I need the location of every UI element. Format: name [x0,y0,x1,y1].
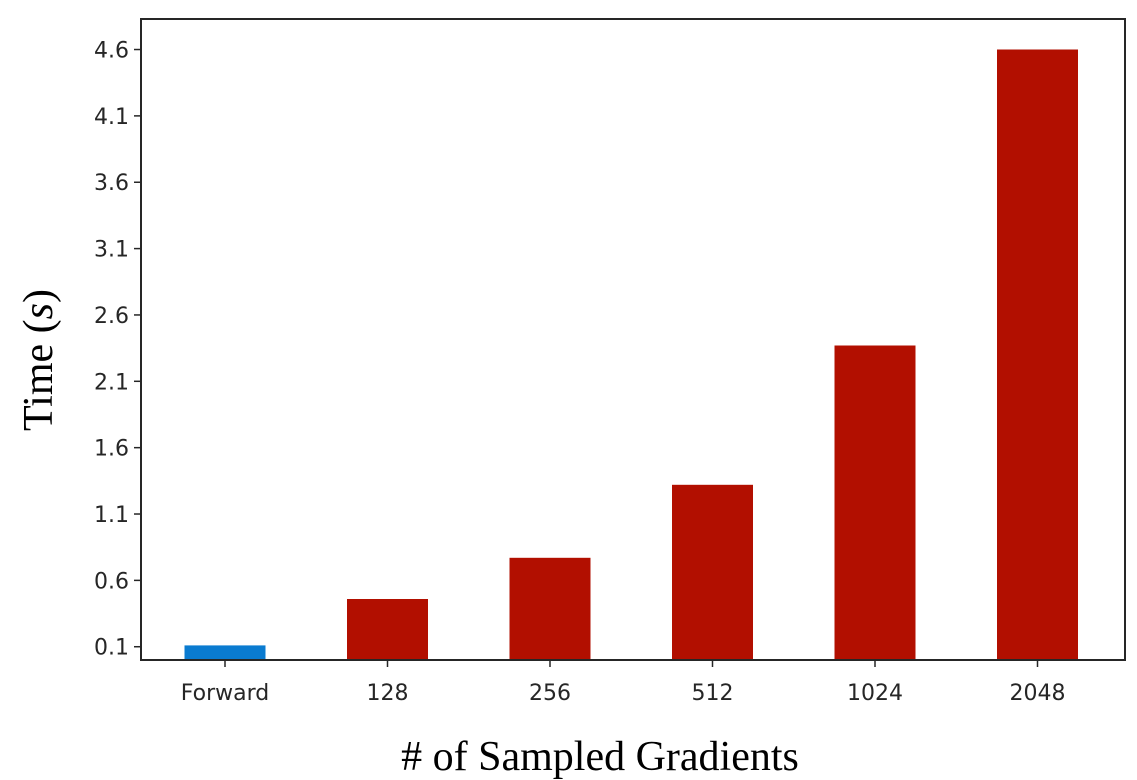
bar-512 [672,484,753,660]
y-axis-title: Time (s) [16,289,62,431]
bar-128 [347,599,428,660]
y-tick-label: 4.1 [94,105,129,130]
y-tick-label: 3.1 [94,238,129,263]
bar-2048 [997,49,1078,660]
bar-256 [509,557,591,660]
x-tick-label: 512 [692,681,734,706]
x-tick-label: 128 [367,681,409,706]
y-tick-label: 0.1 [94,636,129,661]
x-tick-label: 1024 [847,681,903,706]
y-tick-label: 1.6 [94,437,129,462]
y-tick-label: 0.6 [94,569,129,594]
x-tick-label: 2048 [1010,681,1066,706]
y-tick-label: 3.6 [94,171,129,196]
y-axis: 0.1 0.6 1.1 1.6 2.1 2.6 3.1 3.6 4.1 4.6 [94,39,141,661]
bars-group [184,49,1078,660]
plot-frame [140,18,1126,661]
y-tick-label: 1.1 [94,503,129,528]
x-tick-label: Forward [181,681,269,706]
y-tick-label: 2.6 [94,304,129,329]
y-tick-label: 4.6 [94,39,129,64]
bar-forward [184,645,266,660]
x-tick-label: 256 [529,681,571,706]
x-axis: Forward 128 256 512 1024 2048 [181,660,1066,706]
y-tick-label: 2.1 [94,370,129,395]
x-axis-title: # of Sampled Gradients [401,734,799,780]
bar-1024 [834,345,916,660]
